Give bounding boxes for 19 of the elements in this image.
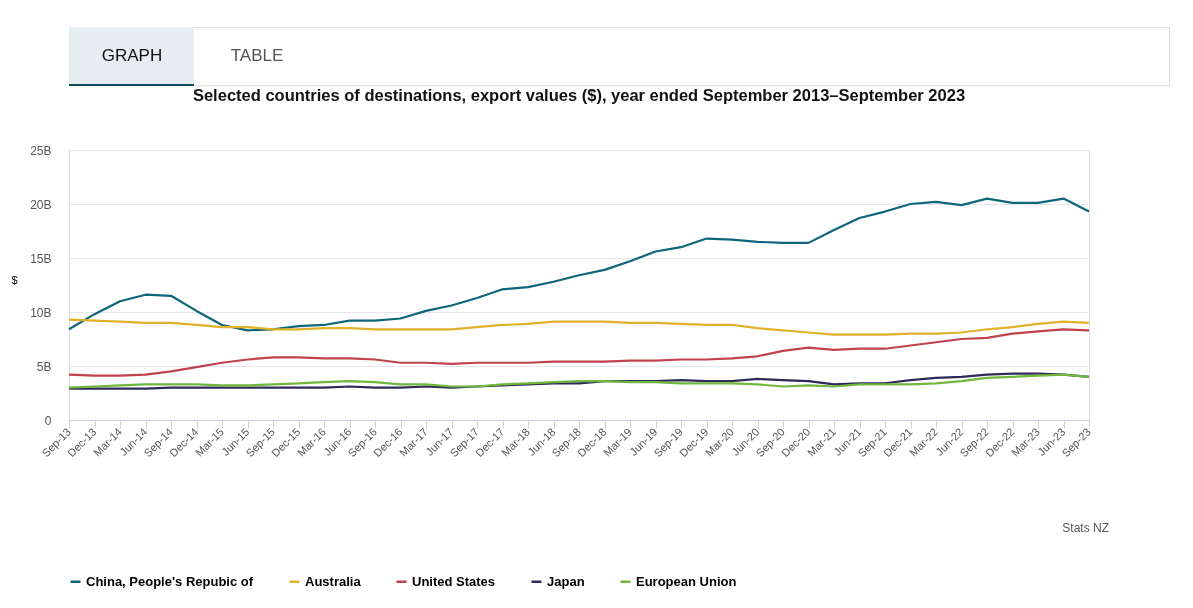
- line-series: [67, 318, 1091, 336]
- y-tick-label: 0: [44, 413, 52, 428]
- y-axis-title: $: [11, 273, 18, 286]
- legend-label: European Union: [636, 573, 737, 589]
- line-series: [67, 328, 1091, 377]
- legend-label: Australia: [305, 573, 362, 589]
- text: Stats NZ: [1062, 521, 1109, 535]
- chart-title: Selected countries of destinations, export values ($), year ended September 2013–September 2023: [192, 85, 966, 104]
- text: GRAPH: [101, 46, 163, 65]
- y-tick-label: 10B: [30, 305, 52, 320]
- y-tick-label: 15B: [30, 251, 52, 266]
- line-series: [67, 197, 1091, 332]
- legend-label: United States: [412, 573, 496, 589]
- legend-label: China, People's Repubic of: [86, 573, 254, 589]
- y-tick-label: 25B: [30, 143, 52, 158]
- legend-label: Japan: [547, 573, 585, 589]
- y-tick-label: 5B: [36, 359, 52, 374]
- y-tick-label: 20B: [30, 197, 52, 212]
- text: TABLE: [230, 46, 284, 65]
